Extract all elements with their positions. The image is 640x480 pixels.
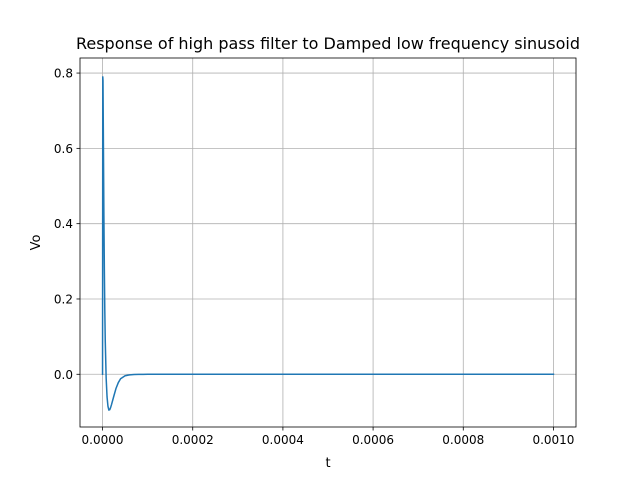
y-axis-label: Vo	[29, 235, 44, 251]
plot-frame	[79, 57, 577, 428]
y-tick-label: 0.6	[54, 142, 73, 156]
x-axis-ticks: 0.0000 0.0002 0.0004 0.0006 0.0008 0.0010	[82, 427, 574, 447]
y-tick-label: 0.8	[54, 67, 73, 81]
x-tick-label: 0.0006	[352, 433, 394, 447]
y-tick-label: 0.2	[54, 292, 73, 306]
y-axis-ticks: 0.0 0.2 0.4 0.6 0.8	[54, 67, 80, 382]
y-tick-label: 0.4	[54, 217, 73, 231]
y-tick-label: 0.0	[54, 368, 73, 382]
x-tick-label: 0.0008	[442, 433, 484, 447]
x-tick-label: 0.0004	[262, 433, 304, 447]
x-tick-label: 0.0000	[82, 433, 124, 447]
series-group	[101, 76, 555, 411]
chart-title: Response of high pass filter to Damped l…	[76, 34, 580, 53]
x-axis-label: t	[325, 456, 330, 471]
x-tick-label: 0.0010	[532, 433, 574, 447]
x-tick-label: 0.0002	[172, 433, 214, 447]
series-line	[101, 76, 555, 411]
grid	[80, 58, 576, 427]
